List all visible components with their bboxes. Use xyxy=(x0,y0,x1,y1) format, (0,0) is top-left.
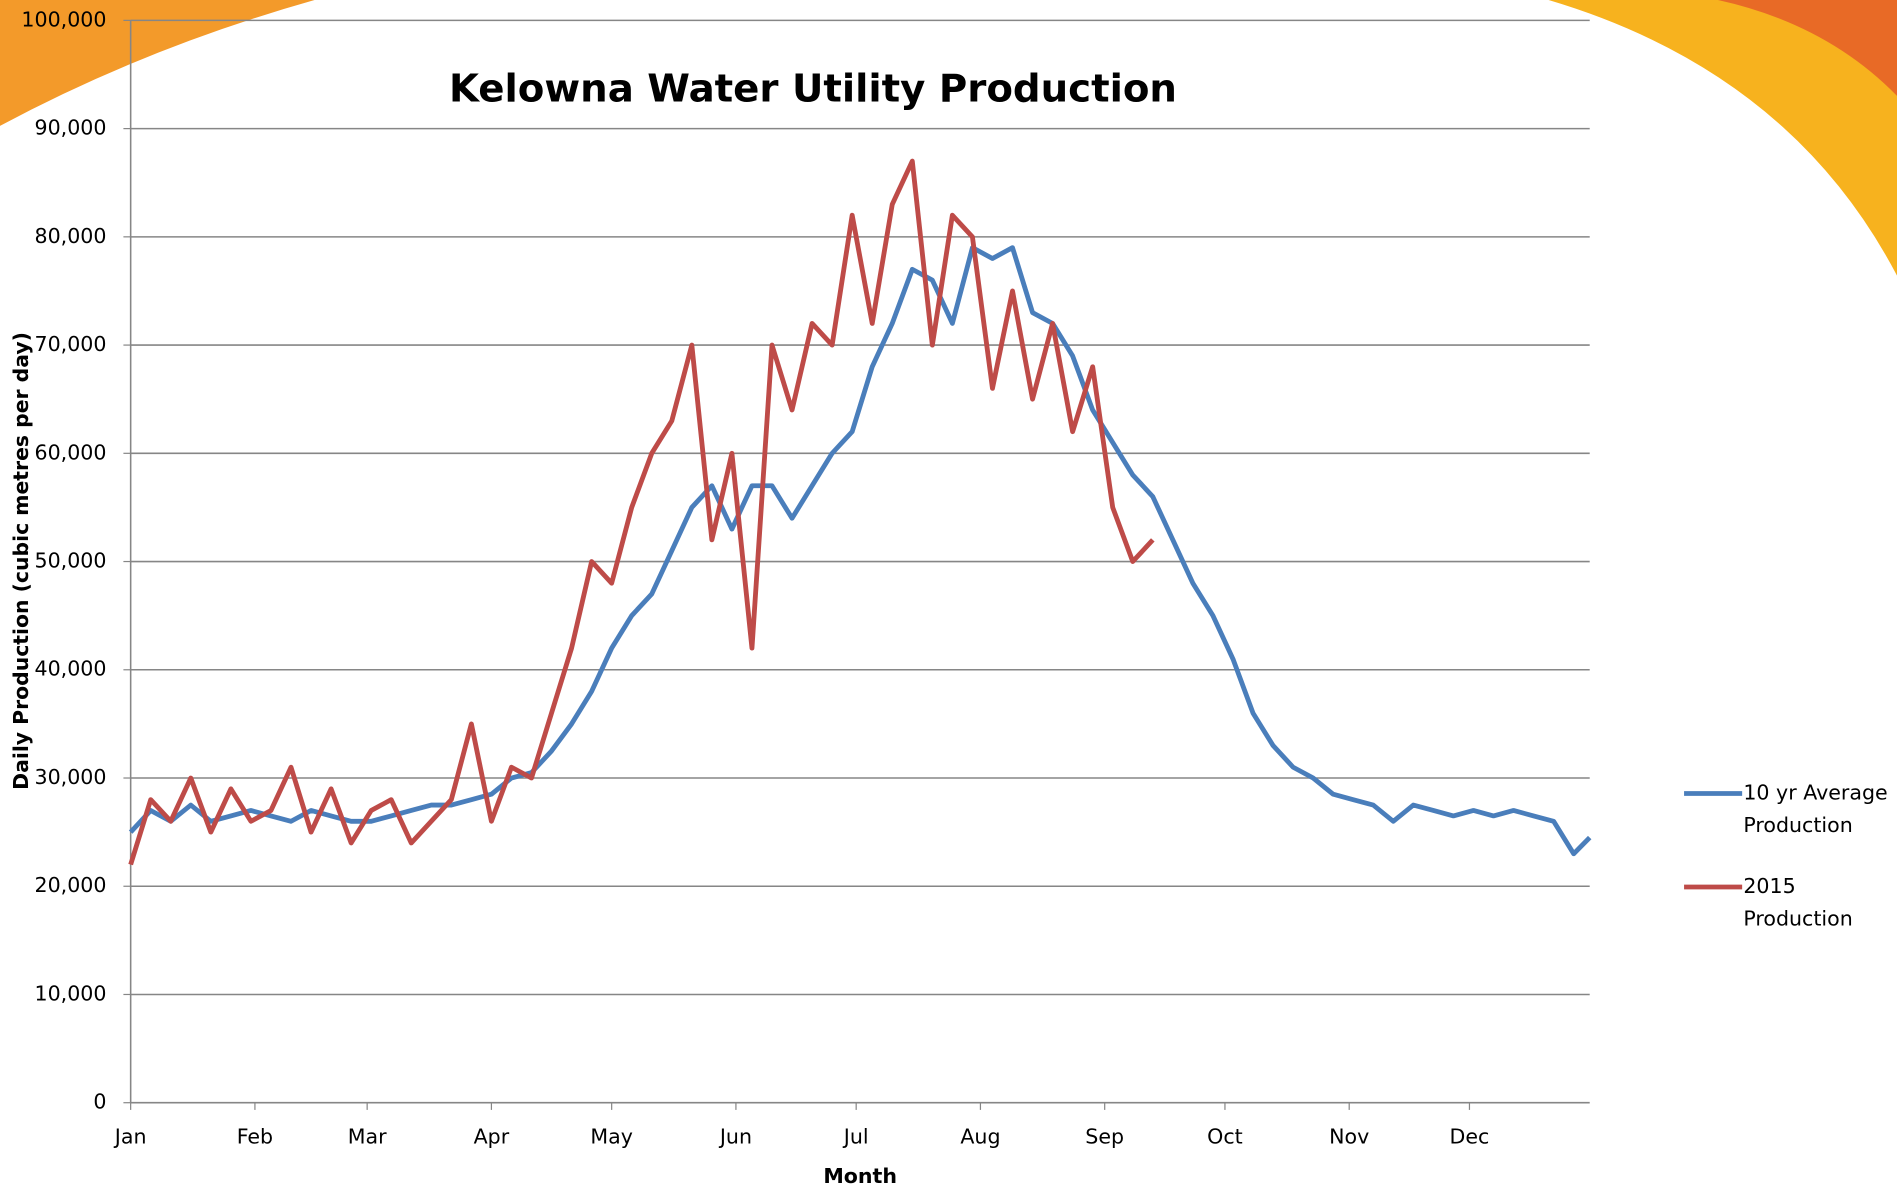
chart-title: Kelowna Water Utility Production xyxy=(449,67,1177,112)
x-tick-label: Sep xyxy=(1085,1125,1124,1149)
y-tick-label: 90,000 xyxy=(35,116,107,140)
y-axis-label: Daily Production (cubic metres per day) xyxy=(9,332,33,790)
x-tick-label: Feb xyxy=(237,1125,273,1149)
y-tick-label: 20,000 xyxy=(35,873,107,897)
x-tick-label: Jul xyxy=(842,1125,869,1149)
y-tick-label: 40,000 xyxy=(35,657,107,681)
x-axis-label: Month xyxy=(823,1164,897,1188)
y-tick-label: 30,000 xyxy=(35,765,107,789)
y-tick-label: 100,000 xyxy=(21,7,106,31)
x-tick-label: Jan xyxy=(113,1125,147,1149)
x-tick-label: Jun xyxy=(718,1125,752,1149)
x-tick-label: Aug xyxy=(960,1125,1000,1149)
y-tick-label: 50,000 xyxy=(35,549,107,573)
y-tick-label: 0 xyxy=(93,1090,106,1114)
series-line xyxy=(131,161,1153,865)
series-line xyxy=(131,248,1590,854)
x-tick-label: Apr xyxy=(474,1125,510,1149)
x-tick-label: Oct xyxy=(1207,1125,1243,1149)
y-tick-label: 80,000 xyxy=(35,224,107,248)
chart: Kelowna Water Utility Production Month D… xyxy=(0,0,1897,1201)
x-tick-label: May xyxy=(590,1125,633,1149)
y-tick-label: 70,000 xyxy=(35,332,107,356)
page: Kelowna Water Utility Production Month D… xyxy=(0,0,1897,1201)
x-tick-label: Nov xyxy=(1329,1125,1369,1149)
x-tick-label: Mar xyxy=(348,1125,387,1149)
y-tick-label: 60,000 xyxy=(35,440,107,464)
x-tick-label: Dec xyxy=(1450,1125,1490,1149)
y-tick-label: 10,000 xyxy=(35,982,107,1006)
